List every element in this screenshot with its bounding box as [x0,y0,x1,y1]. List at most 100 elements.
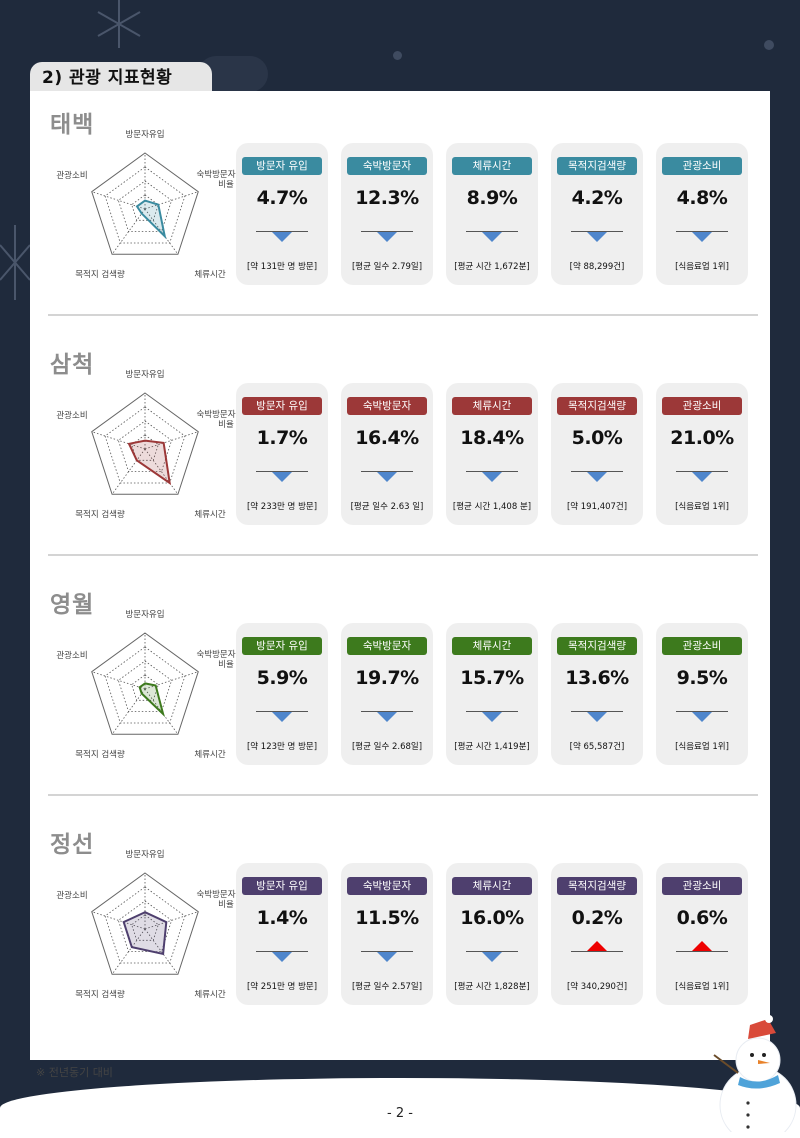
radar-spoke [91,431,146,450]
decrease-arrow-icon [482,472,502,482]
indicator-note: [약 191,407건] [566,502,628,512]
decrease-arrow-icon [377,952,397,962]
decrease-arrow-icon [482,232,502,242]
radar-axis-label: 비율 [218,420,234,430]
radar-axis-label: 체류시간 [194,989,225,1000]
radar-axis-label: 숙박방문자 [196,889,235,900]
radar-axis-label: 관광소비 [56,650,87,661]
indicator-note: [평균 일수 2.57일] [351,982,423,992]
snow-dot [764,40,774,50]
indicator-note: [약 65,587건] [569,742,625,752]
baseline-divider [676,231,728,232]
indicator-note: [약 340,290건] [566,982,628,992]
baseline-divider [466,711,518,712]
indicator-label: 방문자 유입 [242,637,322,655]
region-title: 태백 [50,112,95,138]
radar-chart: 방문자유입 숙박방문자 비율 체류시간 목적지 검색량 관광소비 [50,609,240,769]
indicator-note: [약 123만 명 방문] [246,742,318,752]
radar-series-polygon [127,439,172,486]
indicator-label: 목적지검색량 [557,157,637,175]
indicator-label: 숙박방문자 [347,397,427,415]
indicator-card: 체류시간 18.4% [평균 시간 1,408 분] [446,383,538,525]
decrease-arrow-icon [692,232,712,242]
radar-spoke [91,671,146,690]
baseline-divider [361,951,413,952]
indicator-label: 방문자 유입 [242,397,322,415]
section-title-tab: 2) 관광 지표현황 [30,62,212,94]
radar-inner-grid [117,180,173,233]
snowman-icon [713,1015,797,1132]
region-title: 정선 [50,832,95,858]
baseline-divider [571,231,623,232]
indicator-value: 4.7% [256,187,308,209]
indicator-note: [약 131만 명 방문] [246,262,318,272]
radar-axis-label: 방문자유입 [125,369,164,380]
indicator-card: 체류시간 8.9% [평균 시간 1,672분] [446,143,538,285]
indicator-value: 13.6% [565,667,629,689]
indicator-note: [약 251만 명 방문] [246,982,318,992]
radar-axis-label: 방문자유입 [125,609,164,620]
indicator-card: 숙박방문자 19.7% [평균 일수 2.68일] [341,623,433,765]
radar-inner-grid [104,886,186,964]
footnote: ※ 전년동기 대비 [36,1066,113,1079]
indicator-note: [식음료업 1위] [675,742,729,752]
radar-axis-label: 체류시간 [194,269,225,280]
indicator-note: [평균 일수 2.68일] [351,742,423,752]
region-section: 정선 방문자유입 숙박방문자 비율 체류시간 목적지 검색량 관광소비 방문자 유입 1.4%[… [30,811,770,1051]
indicator-card: 방문자 유입 1.7% [약 233만 명 방문] [236,383,328,525]
indicator-label: 숙박방문자 [347,157,427,175]
radar-outer-grid [91,872,199,975]
radar-axis-label: 숙박방문자 [196,649,235,660]
baseline-divider [676,471,728,472]
baseline-divider [466,231,518,232]
indicator-note: [평균 시간 1,408 분] [452,502,532,512]
indicator-value: 8.9% [466,187,518,209]
indicator-value: 1.4% [256,907,308,929]
radar-inner-grid [104,166,186,244]
indicator-card: 관광소비 9.5% [식음료업 1위] [656,623,748,765]
content-panel: 태백 방문자유입 숙박방문자 비율 체류시간 목적지 검색량 관광소비 방문자 유입 4.7%[… [30,91,770,1060]
radar-axis-label: 비율 [218,660,234,670]
increase-arrow-icon [587,941,607,951]
radar-chart: 방문자유입 숙박방문자 비율 체류시간 목적지 검색량 관광소비 [50,129,240,289]
baseline-divider [571,951,623,952]
indicator-note: [평균 일수 2.63 일] [350,502,424,512]
indicator-value: 4.2% [571,187,623,209]
snow-dot [393,51,402,60]
radar-spoke [91,911,146,930]
section-divider [48,794,758,796]
decrease-arrow-icon [272,712,292,722]
baseline-divider [361,471,413,472]
decrease-arrow-icon [272,232,292,242]
radar-axis-label: 체류시간 [194,509,225,520]
indicator-card: 목적지검색량 0.2% [약 340,290건] [551,863,643,1005]
radar-axis-label: 관광소비 [56,410,87,421]
indicator-note: [식음료업 1위] [675,262,729,272]
radar-axis-label: 목적지 검색량 [75,509,125,520]
radar-inner-grid [117,660,173,713]
indicator-value: 1.7% [256,427,308,449]
indicator-value: 12.3% [355,187,419,209]
region-title: 삼척 [50,352,95,378]
radar-axis-label: 목적지 검색량 [75,749,125,760]
indicator-note: [약 233만 명 방문] [246,502,318,512]
indicator-label: 체류시간 [452,877,532,895]
indicator-card: 숙박방문자 11.5% [평균 일수 2.57일] [341,863,433,1005]
indicator-card: 방문자 유입 5.9% [약 123만 명 방문] [236,623,328,765]
indicator-card: 방문자 유입 4.7% [약 131만 명 방문] [236,143,328,285]
snowflake-icon [0,225,30,300]
radar-axis-label: 방문자유입 [125,849,164,860]
decrease-arrow-icon [482,952,502,962]
indicator-note: [식음료업 1위] [675,502,729,512]
indicator-card: 목적지검색량 13.6% [약 65,587건] [551,623,643,765]
decrease-arrow-icon [272,472,292,482]
radar-outer-grid [91,152,199,255]
radar-spoke [144,191,199,210]
indicator-value: 0.6% [676,907,728,929]
baseline-divider [361,231,413,232]
indicator-card: 방문자 유입 1.4% [약 251만 명 방문] [236,863,328,1005]
section-divider [48,554,758,556]
indicator-note: [약 88,299건] [569,262,625,272]
indicator-label: 관광소비 [662,877,742,895]
radar-axis-label: 숙박방문자 [196,409,235,420]
